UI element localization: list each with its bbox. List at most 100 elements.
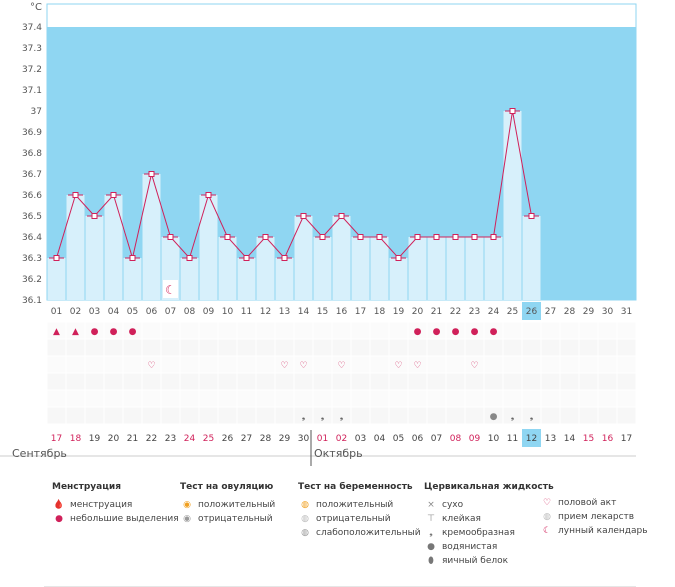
- grid-cell: [617, 390, 636, 407]
- grid-cell: [389, 373, 408, 390]
- grid-cell: [256, 390, 275, 407]
- temp-bar: [294, 216, 313, 300]
- temp-point: [262, 234, 269, 240]
- legend-ovulation: Тест на овуляцию ◉ положительный ◉ отрицат…: [180, 482, 275, 526]
- grid-cell: [199, 407, 218, 424]
- x-tick-label: 27: [545, 307, 556, 317]
- grid-cell: [408, 373, 427, 390]
- legend-item: ● водянистая: [424, 540, 554, 554]
- grid-cell: [294, 407, 313, 424]
- x-tick-label: 13: [279, 307, 290, 317]
- y-axis: 37.4 37.3 37.2 37.1 37 36.9 36.8 36.7 36.6 36.5 36…: [22, 23, 42, 306]
- creamy-icon: ❟: [511, 412, 515, 422]
- grid-cell: [541, 407, 560, 424]
- grid-cell: [332, 322, 351, 339]
- symptom-rows: ▲ ▲ ● ● ● ● ● ● ● ● ♡ ♡ ♡ ♡ ♡ ♡ ♡ ● ❟ ❟ ❟ ❟ ❟: [47, 322, 636, 424]
- date-label: 11: [507, 434, 518, 444]
- grid-cell: [123, 373, 142, 390]
- grid-cell: [123, 339, 142, 356]
- grid-cell: [47, 339, 66, 356]
- legend-label: водянистая: [442, 542, 498, 552]
- grid-cell: [294, 356, 313, 373]
- x-tick-label: 18: [374, 307, 386, 317]
- grid-cell: [47, 322, 66, 339]
- date-label: 22: [146, 434, 157, 444]
- grid-cell: [218, 407, 237, 424]
- x-tick-label: 20: [412, 307, 424, 317]
- grid-cell: [256, 407, 275, 424]
- y-tick-label: 37.4: [22, 23, 42, 33]
- grid-cell: [104, 390, 123, 407]
- temp-bar: [313, 237, 332, 300]
- temp-point: [53, 255, 60, 261]
- date-label: 24: [184, 434, 196, 444]
- grid-cell: [275, 390, 294, 407]
- date-label: 07: [431, 434, 442, 444]
- y-tick-label: 36.1: [22, 296, 42, 306]
- date-label: 03: [355, 434, 366, 444]
- date-label: 05: [393, 434, 404, 444]
- x-tick-label: 06: [146, 307, 158, 317]
- temp-point: [414, 234, 421, 240]
- temp-point: [319, 234, 326, 240]
- x-tick-label: 02: [70, 307, 81, 317]
- x-tick-label: 05: [127, 307, 138, 317]
- grid-cell: [351, 373, 370, 390]
- grid-cell: [503, 356, 522, 373]
- grid-cell: [85, 322, 104, 339]
- legend-item: ◍ прием лекарств: [540, 510, 648, 524]
- grid-cell: [313, 373, 332, 390]
- y-tick-label: 36.9: [22, 128, 42, 138]
- grid-cell: [617, 356, 636, 373]
- temp-point: [395, 255, 402, 261]
- temp-point: [433, 234, 440, 240]
- grid-cell: [142, 322, 161, 339]
- legend-title-cervical: Цервикальная жидкость: [424, 482, 554, 492]
- legend-label: лунный календарь: [558, 526, 648, 536]
- legend-item: ◍ положительный: [298, 498, 421, 512]
- creamy-icon: ❟: [340, 412, 344, 422]
- legend-item: ◉ отрицательный: [180, 512, 275, 526]
- grid-cell: [579, 390, 598, 407]
- heart-icon: ♡: [147, 361, 155, 371]
- grid-cell: [180, 407, 199, 424]
- grid-cell: [522, 373, 541, 390]
- temp-bar: [389, 258, 408, 300]
- grid-cell: [351, 390, 370, 407]
- menstruation-icon: ▲: [72, 327, 79, 337]
- x-tick-label: 16: [336, 307, 348, 317]
- grid-cell: [427, 339, 446, 356]
- temp-point: [110, 192, 117, 198]
- moon-bg: [163, 280, 178, 298]
- y-tick-label: 36.3: [22, 254, 42, 264]
- date-label: 28: [260, 434, 272, 444]
- temp-bar: [123, 258, 142, 300]
- x-tick-label: 31: [621, 307, 632, 317]
- grid-cell: [465, 390, 484, 407]
- grid-cell: [351, 339, 370, 356]
- grid-cell: [47, 390, 66, 407]
- grid-cell: [123, 356, 142, 373]
- grid-cell: [161, 373, 180, 390]
- legend-item: ● небольшие выделения: [52, 512, 179, 526]
- temp-point: [528, 213, 535, 219]
- grid-cell: [237, 322, 256, 339]
- drop-icon: ●: [452, 327, 460, 337]
- grid-cell: [237, 390, 256, 407]
- grid-cell: [275, 322, 294, 339]
- x-tick-label: 25: [507, 307, 518, 317]
- temp-bar: [142, 174, 161, 300]
- grid-cell: [560, 322, 579, 339]
- menstruation-icon: ▲: [53, 327, 60, 337]
- positive-icon: ◉: [183, 500, 191, 510]
- temp-bar: [218, 237, 237, 300]
- grid-cell: [47, 373, 66, 390]
- legend-other: ♡ половой акт ◍ прием лекарств ☾ лунный кал…: [540, 496, 648, 538]
- current-date-highlight: [522, 429, 541, 447]
- grid-cell: [465, 339, 484, 356]
- x-tick-label: 22: [450, 307, 461, 317]
- date-label: 06: [412, 434, 424, 444]
- dry-icon: ×: [427, 500, 435, 510]
- legend-label: клейкая: [442, 514, 481, 524]
- temp-bar: [427, 237, 446, 300]
